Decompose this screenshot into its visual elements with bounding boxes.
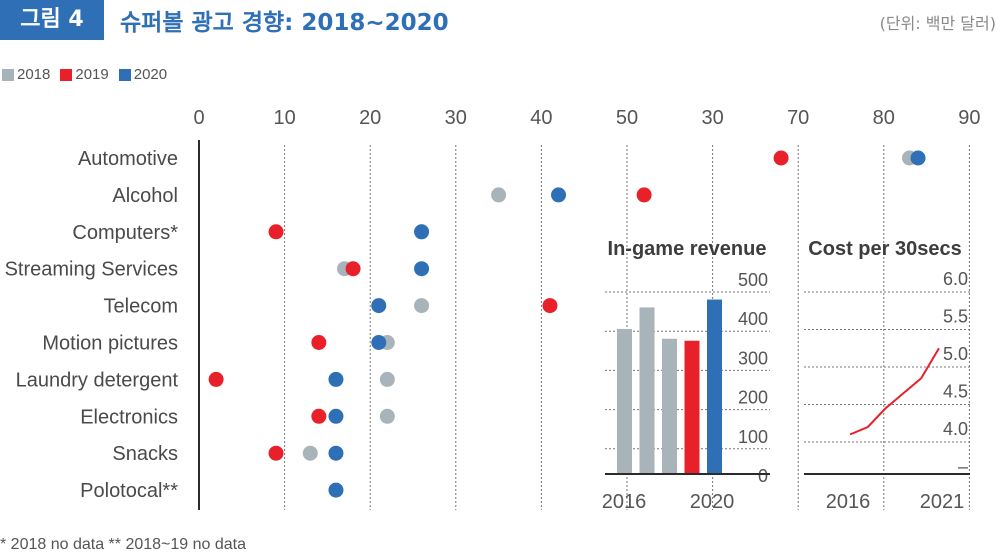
dot-marker-2018-8 bbox=[379, 408, 395, 424]
bar-chart-title: In-game revenue bbox=[608, 238, 767, 260]
dotplot-x-tick-label: 80 bbox=[873, 107, 895, 129]
dot-marker-2019-7 bbox=[208, 371, 224, 387]
chart-title: 슈퍼볼 광고 경향: 2018~2020 bbox=[120, 10, 449, 36]
line-y-tick-label: 4.5 bbox=[943, 382, 968, 402]
dotplot-x-tick-label: 10 bbox=[273, 107, 295, 129]
legend-item-2019: 2019 bbox=[60, 66, 109, 83]
dotplot-category-label: Snacks bbox=[112, 443, 178, 465]
dot-marker-2020-3 bbox=[414, 224, 430, 240]
line-chart-title: Cost per 30secs bbox=[808, 238, 961, 260]
cost-line-series bbox=[849, 347, 940, 436]
dotplot-x-tick-label: 70 bbox=[787, 107, 809, 129]
line-y-tick-label: 5.0 bbox=[943, 344, 968, 364]
dot-marker-2020-6 bbox=[371, 335, 387, 350]
dot-marker-2019-3 bbox=[268, 224, 284, 240]
legend-label-2020: 2020 bbox=[133, 66, 168, 83]
dot-marker-2019-8 bbox=[311, 408, 327, 424]
bar-2019 bbox=[684, 340, 700, 474]
line-x-tick-label: 2016 bbox=[826, 491, 871, 513]
dotplot-x-tick-label: 20 bbox=[359, 107, 381, 129]
dot-marker-2019-5 bbox=[542, 298, 558, 314]
dot-marker-2020-5 bbox=[371, 298, 387, 314]
legend-swatch-2018 bbox=[2, 68, 14, 81]
dotplot-category-label: Laundry detergent bbox=[16, 369, 179, 391]
dotplot-category-label: Automotive bbox=[78, 148, 178, 170]
dotplot-x-tick-label: 40 bbox=[530, 107, 552, 129]
bar-x-tick-label: 2016 bbox=[602, 491, 647, 513]
bar-y-tick-label: 400 bbox=[738, 309, 768, 329]
legend-swatch-2020 bbox=[118, 68, 131, 81]
bar-x-tick-label: 2020 bbox=[690, 491, 735, 513]
dotplot-category-label: Computers* bbox=[72, 222, 178, 244]
dot-marker-2020-8 bbox=[328, 408, 344, 424]
dotplot-category-label: Motion pictures bbox=[42, 333, 178, 355]
bar-y-tick-label: 200 bbox=[738, 388, 768, 408]
dotplot-category-label: Telecom bbox=[104, 296, 178, 318]
bar-2018 bbox=[662, 338, 677, 474]
dot-marker-2019-2 bbox=[636, 187, 652, 203]
legend-label-2019: 2019 bbox=[75, 66, 109, 83]
figure-label: 그림 4 bbox=[0, 0, 104, 40]
bar-y-tick-label: 300 bbox=[738, 348, 768, 368]
line-x-tick-label: 2021 bbox=[920, 491, 965, 513]
dot-marker-2020-2 bbox=[551, 187, 567, 203]
dotplot-x-tick-label: 0 bbox=[193, 107, 204, 129]
dot-marker-2018-9 bbox=[302, 445, 318, 461]
legend-swatch-2019 bbox=[60, 68, 73, 81]
line-y-tick-label: 4.0 bbox=[943, 419, 968, 439]
line-y-tick-label: 5.5 bbox=[943, 307, 968, 327]
dot-marker-2018-5 bbox=[414, 298, 430, 314]
dotplot-category-label: Streaming Services bbox=[5, 259, 178, 281]
dot-marker-2020-1 bbox=[910, 150, 926, 166]
bar-y-tick-label: 0 bbox=[758, 466, 768, 486]
dotplot-x-tick-label: 30 bbox=[701, 107, 723, 129]
bar-2020 bbox=[707, 299, 722, 474]
bar-2017 bbox=[639, 307, 655, 474]
dot-marker-2020-10 bbox=[328, 482, 344, 498]
bar-y-tick-label: 500 bbox=[738, 270, 768, 290]
dotplot-x-tick-label: 30 bbox=[445, 107, 467, 129]
dot-marker-2020-4 bbox=[414, 261, 430, 277]
dotplot-category-label: Electronics bbox=[80, 406, 178, 428]
dot-marker-2020-9 bbox=[328, 445, 344, 461]
legend-item-2018: 2018 bbox=[2, 66, 50, 83]
dotplot-category-label: Alcohol bbox=[112, 185, 178, 207]
bar-2016 bbox=[617, 328, 632, 474]
line-y-tick-label: – bbox=[958, 457, 968, 477]
legend: 2018 2019 2020 bbox=[2, 66, 167, 83]
footnote: * 2018 no data ** 2018~19 no data bbox=[0, 536, 246, 553]
dotplot-x-tick-label: 50 bbox=[616, 107, 638, 129]
dot-marker-2018-7 bbox=[379, 371, 395, 387]
legend-label-2018: 2018 bbox=[17, 66, 51, 83]
dot-marker-2020-7 bbox=[328, 371, 344, 387]
dot-marker-2019-9 bbox=[268, 445, 284, 461]
legend-item-2020: 2020 bbox=[118, 66, 168, 83]
unit-label: (단위: 백만 달러) bbox=[879, 14, 996, 33]
dotplot-x-tick-label: 90 bbox=[958, 107, 980, 129]
dot-marker-2019-6 bbox=[311, 335, 327, 350]
dot-marker-2018-2 bbox=[491, 187, 507, 203]
dot-marker-2019-1 bbox=[773, 150, 789, 166]
dotplot-category-label: Polotocal** bbox=[80, 480, 178, 502]
dot-marker-2019-4 bbox=[345, 261, 361, 277]
line-y-tick-label: 6.0 bbox=[943, 269, 968, 289]
bar-y-tick-label: 100 bbox=[738, 427, 768, 447]
